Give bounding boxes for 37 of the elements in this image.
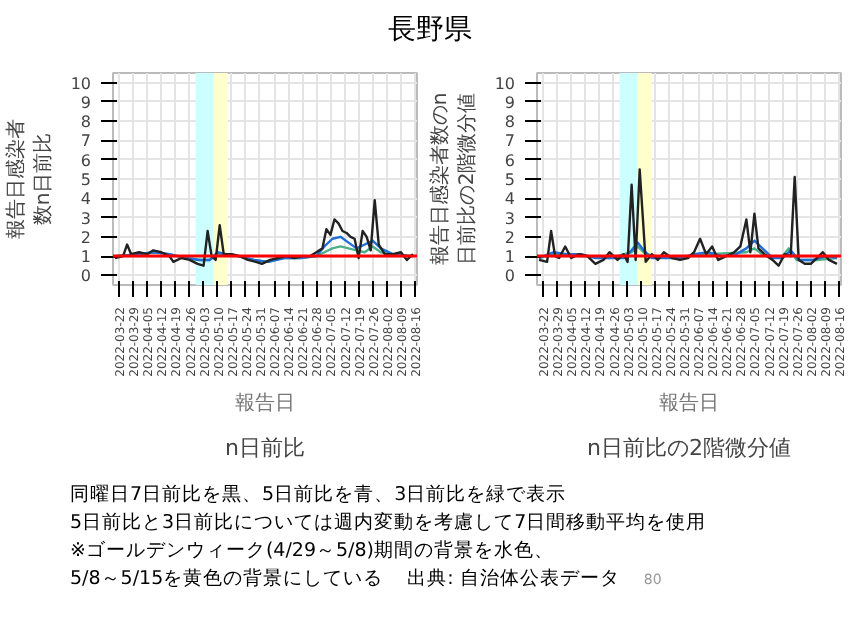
y-tick-label: 1 bbox=[80, 248, 92, 267]
text: n日前比の2階微分値 bbox=[587, 435, 791, 461]
line-series bbox=[537, 239, 839, 262]
y-tick-label: 6 bbox=[504, 151, 516, 170]
y-tick-label: 10 bbox=[494, 74, 516, 93]
y-tick-label: 2 bbox=[80, 228, 92, 247]
chart-title: 長野県 bbox=[388, 14, 472, 46]
y-tick-label: 0 bbox=[504, 267, 516, 286]
y-axis-title: 報告日感染者数のn日前比の2階微分値 bbox=[428, 92, 479, 266]
y-tick-label: 4 bbox=[80, 190, 92, 209]
text: 5/8～5/15を黄色の背景にしている bbox=[70, 568, 384, 592]
y-tick-label: 7 bbox=[80, 132, 92, 151]
y-tick-label: 8 bbox=[504, 113, 516, 132]
text: n日前比 bbox=[225, 435, 305, 461]
y-tick-label: 1 bbox=[504, 248, 516, 267]
y-tick-label: 7 bbox=[504, 132, 516, 151]
line-series bbox=[113, 199, 415, 267]
y-tick-label: 9 bbox=[80, 93, 92, 112]
text: 同曜日7日前比を黒、5日前比を青、3日前比を緑で表示 bbox=[70, 484, 567, 508]
text: 5日前比と3日前比については週内変動を考慮して7日間移動平均を使用 bbox=[70, 512, 707, 536]
y-tick-label: 3 bbox=[80, 209, 92, 228]
y-tick-label: 10 bbox=[70, 74, 92, 93]
y-tick-label: 4 bbox=[504, 190, 516, 209]
y-tick-label: 3 bbox=[504, 209, 516, 228]
y-tick-label: 8 bbox=[80, 113, 92, 132]
line-series bbox=[537, 168, 839, 267]
y-tick-label: 5 bbox=[504, 171, 516, 189]
x-axis-title: 報告日 bbox=[235, 390, 295, 415]
y-axis-title: 報告日感染者数n日前比 bbox=[4, 119, 55, 239]
y-tick-label: 0 bbox=[80, 267, 92, 286]
y-tick-label: 2 bbox=[504, 228, 516, 247]
x-axis-title: 報告日 bbox=[659, 390, 719, 415]
source-note: 出典: 自治体公表データ bbox=[407, 568, 620, 592]
y-tick-label: 5 bbox=[80, 171, 92, 189]
y-tick-label: 9 bbox=[504, 93, 516, 112]
y-tick-label: 6 bbox=[80, 151, 92, 170]
text: ※ゴールデンウィーク(4/29～5/8)期間の背景を水色、 bbox=[70, 540, 554, 564]
